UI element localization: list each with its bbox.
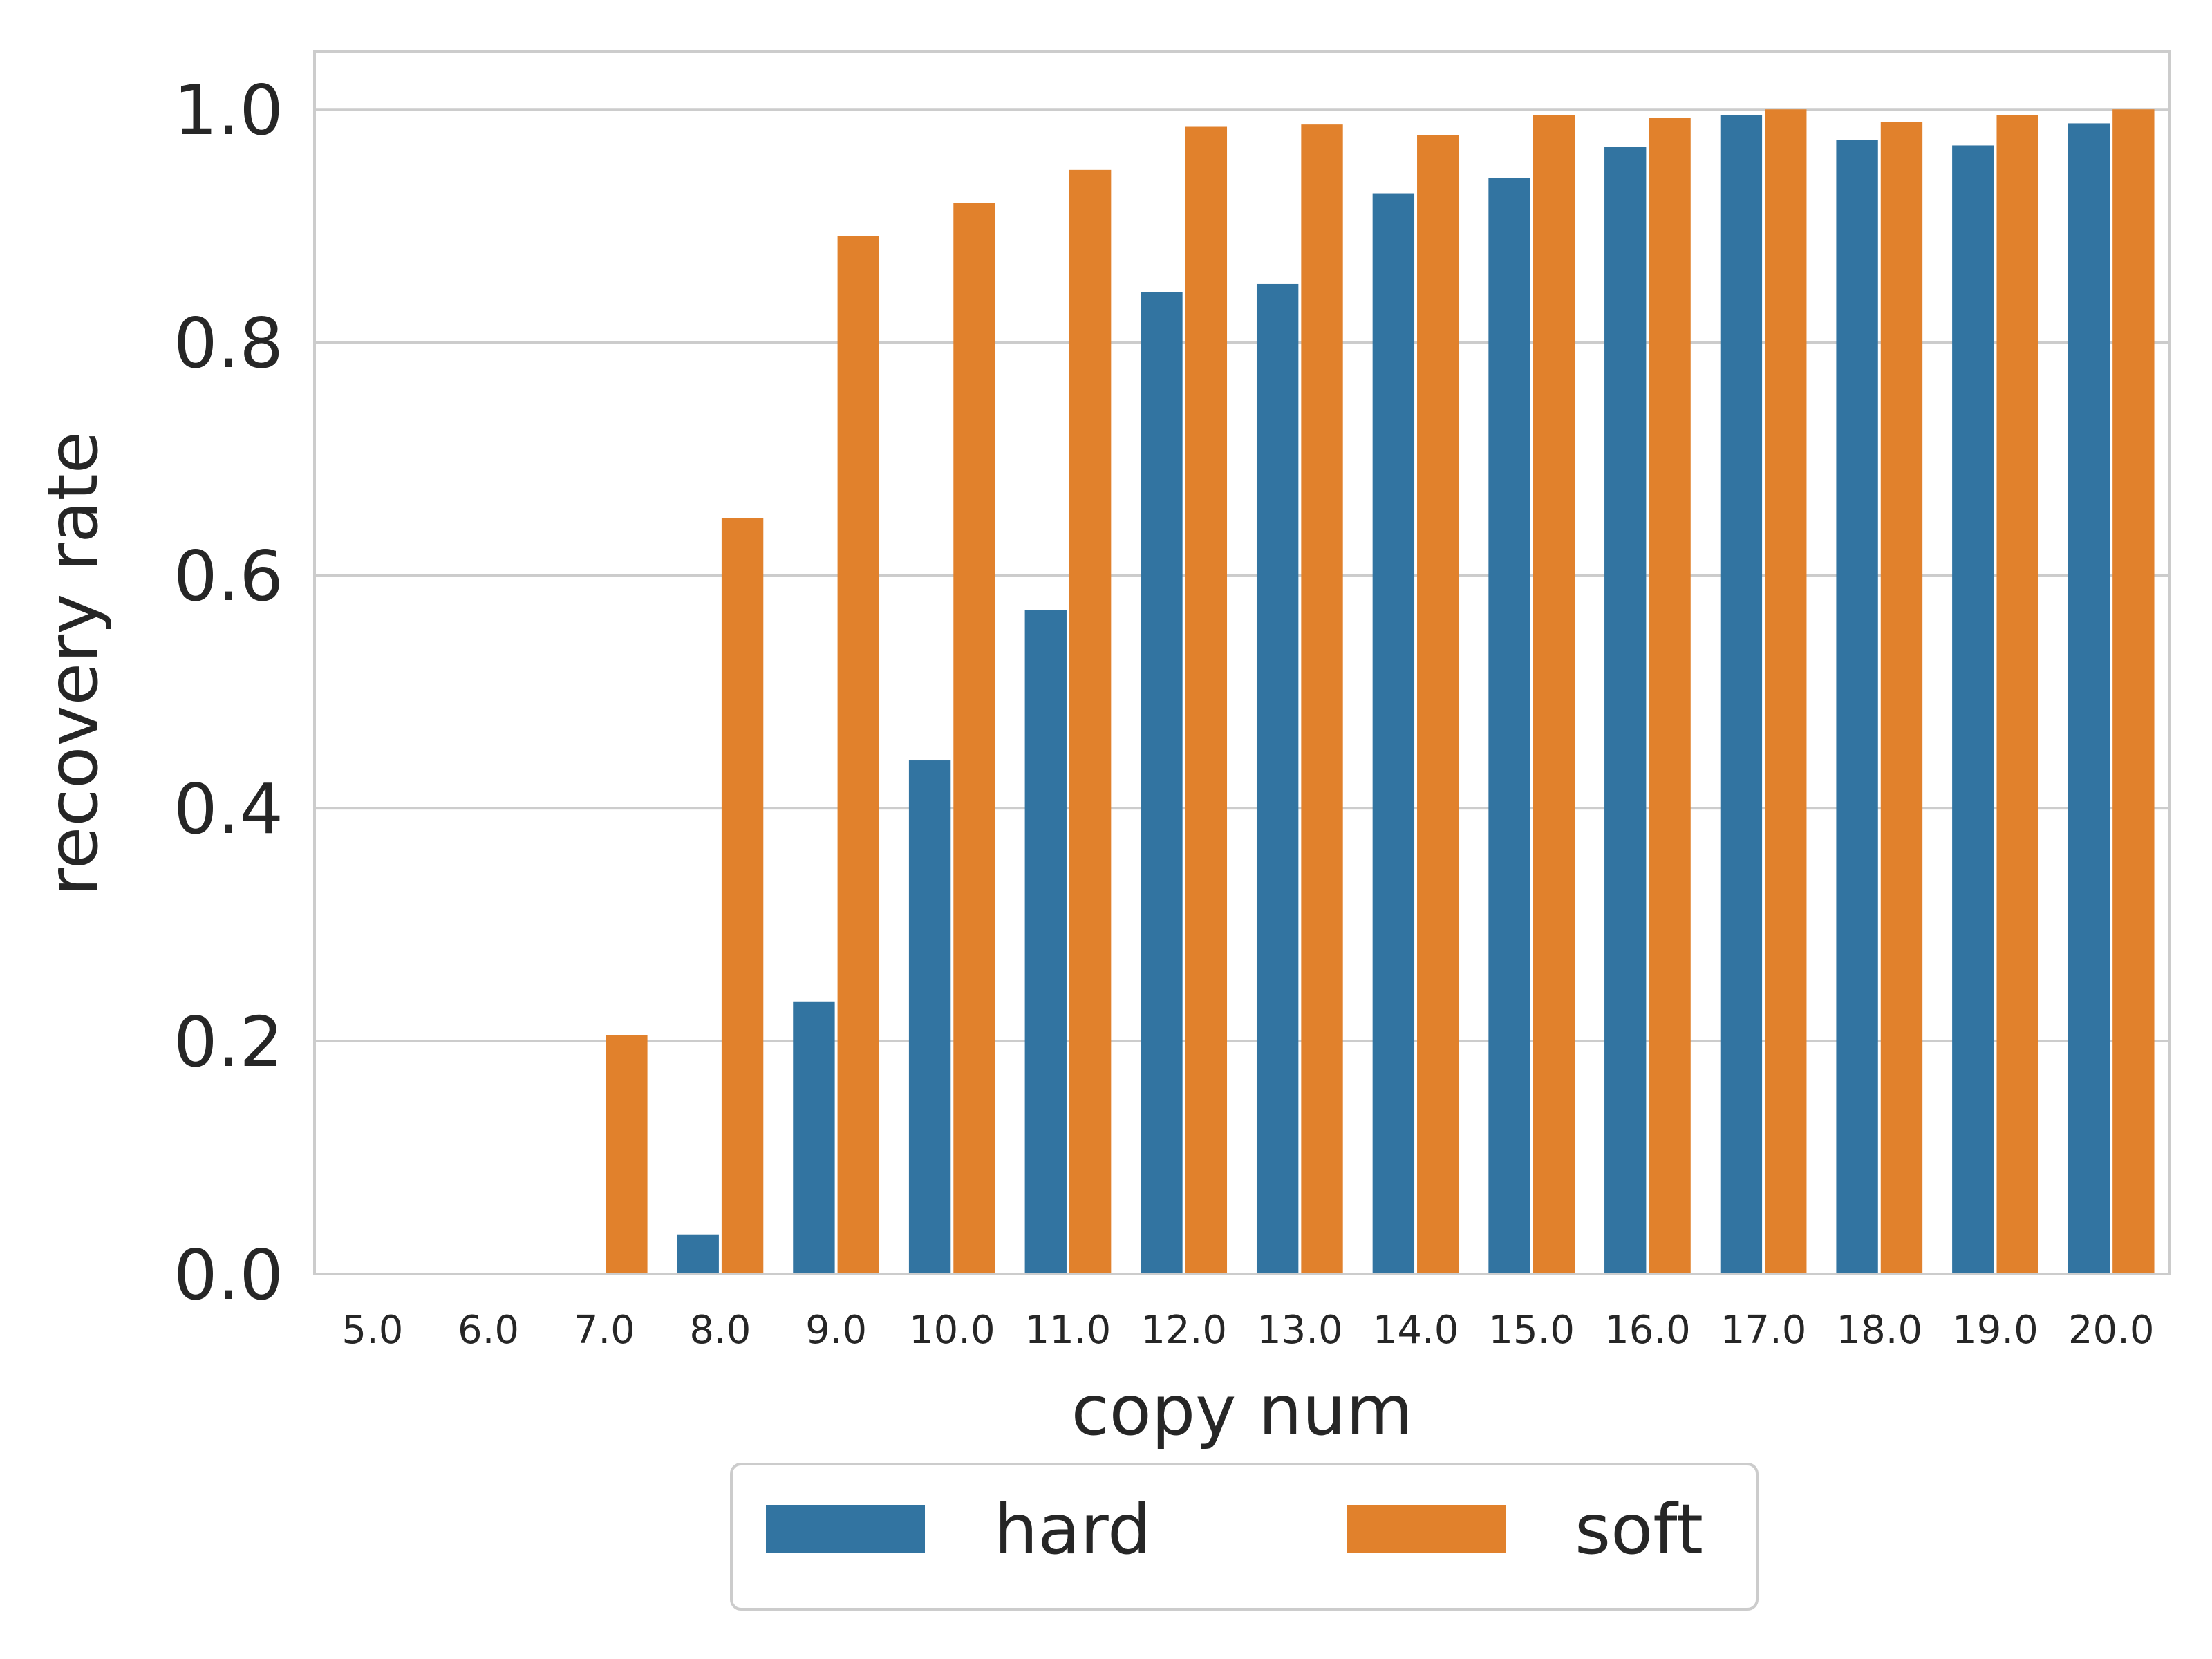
x-tick-label: 14.0 [1373,1308,1459,1353]
x-axis-title: copy num [1071,1370,1414,1451]
y-tick-label: 0.6 [174,536,283,617]
legend-swatch-soft [1347,1505,1506,1553]
y-tick-label: 0.8 [174,303,283,384]
bar-soft-12.0 [1185,126,1228,1274]
bar-soft-19.0 [1996,115,2038,1275]
bar-soft-8.0 [721,518,764,1274]
bar-hard-18.0 [1836,140,1878,1275]
y-tick-label: 0.4 [174,769,283,850]
x-tick-label: 15.0 [1488,1308,1575,1353]
bar-soft-20.0 [2112,109,2155,1275]
bar-soft-9.0 [837,236,879,1274]
bar-hard-13.0 [1256,283,1299,1274]
x-tick-label: 18.0 [1836,1308,1922,1353]
x-tick-label: 17.0 [1721,1308,1807,1353]
bar-hard-16.0 [1604,147,1647,1274]
x-tick-label: 16.0 [1604,1308,1691,1353]
bar-hard-10.0 [908,760,951,1274]
x-tick-label: 5.0 [341,1308,403,1353]
bar-soft-14.0 [1417,135,1459,1274]
x-axis-ticks: 5.0 6.0 7.0 8.0 9.0 10.0 11.0 12.0 13.0 14.0 15.0 1… [341,1308,2154,1353]
x-tick-label: 13.0 [1257,1308,1343,1353]
legend-frame [730,1463,1759,1611]
legend-label-hard: hard [994,1489,1152,1570]
bar-soft-7.0 [606,1035,648,1274]
bar-hard-19.0 [1952,145,1994,1275]
y-tick-label: 0.0 [174,1235,283,1315]
bar-hard-9.0 [793,1001,835,1274]
plot-frame [313,50,2171,1275]
bar-hard-8.0 [677,1234,719,1274]
bar-soft-13.0 [1301,124,1343,1274]
bar-hard-12.0 [1141,292,1183,1274]
bar-hard-11.0 [1024,610,1067,1274]
bar-soft-11.0 [1069,169,1112,1275]
y-axis-ticks: 0.0 0.2 0.4 0.6 0.8 1.0 [174,70,283,1315]
bar-soft-18.0 [1880,122,1923,1274]
bar-soft-16.0 [1649,118,1691,1274]
bar-soft-17.0 [1765,109,1807,1275]
bar-soft-10.0 [953,203,995,1274]
x-tick-label: 20.0 [2068,1308,2155,1353]
legend-swatch-hard [766,1505,925,1553]
x-tick-label: 12.0 [1141,1308,1227,1353]
x-tick-label: 19.0 [1952,1308,2038,1353]
x-tick-label: 9.0 [805,1308,867,1353]
y-tick-label: 0.2 [174,1002,283,1082]
x-tick-label: 6.0 [458,1308,519,1353]
y-axis-title: recovery rate [32,431,113,897]
x-tick-label: 7.0 [574,1308,635,1353]
bar-hard-20.0 [2068,123,2110,1275]
bar-hard-14.0 [1372,193,1415,1274]
bar-hard-17.0 [1720,115,1763,1275]
legend-label-soft: soft [1575,1489,1703,1570]
x-tick-label: 11.0 [1025,1308,1112,1353]
bars [606,109,2155,1275]
x-tick-label: 8.0 [689,1308,751,1353]
x-tick-label: 10.0 [909,1308,995,1353]
bar-soft-15.0 [1533,115,1575,1275]
bar-hard-15.0 [1488,178,1530,1274]
legend: hard soft [730,1463,1759,1611]
y-tick-label: 1.0 [174,70,283,151]
